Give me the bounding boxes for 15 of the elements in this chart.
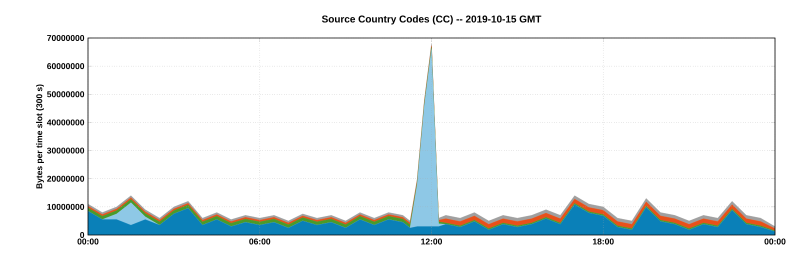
x-tick-label: 06:00 [249,238,270,245]
y-tick-label: 0 [80,232,84,238]
y-tick-label: 60000000 [47,63,84,70]
x-tick-label: 18:00 [592,238,614,245]
y-tick-label: 40000000 [46,119,84,126]
chart-title: Source Country Codes (CC) -- 2019-10-15 GMT [322,15,542,25]
x-tick-label: 00:00 [78,238,98,245]
y-tick-label: 70000000 [47,35,84,41]
y-axis-title: Bytes per time slot (300 s) [36,84,44,188]
x-tick-label: 12:00 [421,238,442,245]
y-tick-label: 20000000 [47,176,84,182]
y-tick-label: 30000000 [46,148,84,154]
x-tick-label: 00:00 [764,238,786,245]
y-tick-label: 50000000 [47,91,84,98]
y-tick-label: 10000000 [47,204,84,210]
